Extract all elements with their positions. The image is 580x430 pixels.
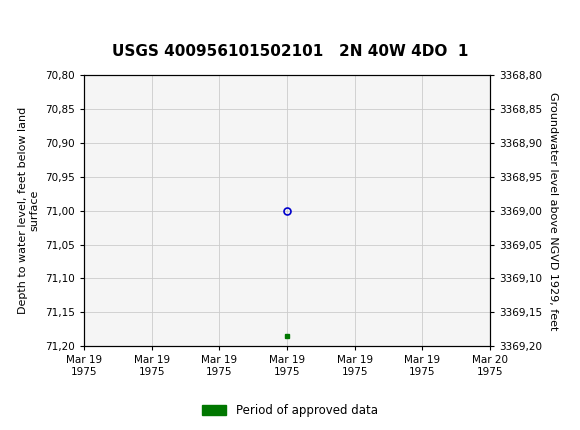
Y-axis label: Depth to water level, feet below land
surface: Depth to water level, feet below land su… — [18, 107, 39, 314]
Legend: Period of approved data: Period of approved data — [198, 399, 382, 422]
Text: USGS 400956101502101   2N 40W 4DO  1: USGS 400956101502101 2N 40W 4DO 1 — [112, 44, 468, 59]
Y-axis label: Groundwater level above NGVD 1929, feet: Groundwater level above NGVD 1929, feet — [548, 92, 558, 330]
Bar — [6, 4, 52, 46]
Text: USGS: USGS — [61, 16, 116, 34]
